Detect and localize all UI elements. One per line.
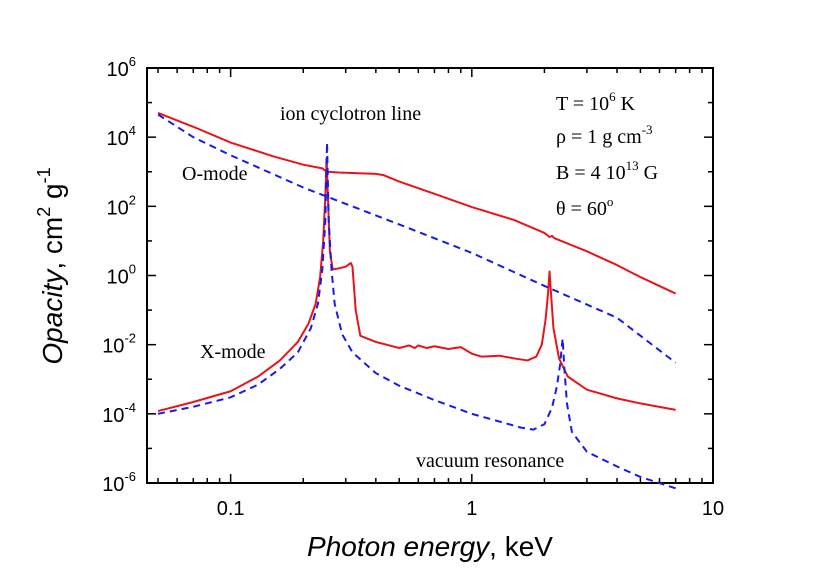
annotation-x-mode: X-mode <box>200 341 266 363</box>
y-tick-label: 106 <box>107 54 136 81</box>
y-tick-label: 102 <box>107 192 136 219</box>
series-line-4 <box>157 141 676 490</box>
tick-labels: 0.1 1 10 10-6 10-4 10-2 100 102 104 106 <box>102 54 724 520</box>
series-line-2 <box>157 156 676 413</box>
x-tick-label: 0.1 <box>217 498 245 520</box>
series-line-3 <box>157 113 677 364</box>
y-tick-label: 104 <box>107 123 136 150</box>
axis-ticks <box>147 67 714 484</box>
param-field: B = 4 1013 G <box>556 158 658 184</box>
x-tick-label: 1 <box>466 498 477 520</box>
annotation-o-mode: O-mode <box>182 163 248 185</box>
param-temperature: T = 106 K <box>556 89 636 115</box>
x-axis-label: Photon energy, keV <box>307 531 553 562</box>
y-axis-label: Opacity, cm2 g-1 <box>34 167 68 364</box>
y-tick-label: 100 <box>107 262 136 289</box>
y-tick-label: 10-6 <box>102 469 136 496</box>
series-line-1 <box>157 112 677 295</box>
param-density: ρ = 1 g cm-3 <box>556 122 653 148</box>
annotation-ion-cyclotron: ion cyclotron line <box>280 103 421 125</box>
x-tick-label: 10 <box>702 498 724 520</box>
y-tick-label: 10-2 <box>102 331 136 358</box>
plot-lines <box>157 112 677 490</box>
y-tick-label: 10-4 <box>102 400 136 427</box>
annotation-vacuum-resonance: vacuum resonance <box>416 450 564 472</box>
param-angle: θ = 60o <box>556 194 613 220</box>
